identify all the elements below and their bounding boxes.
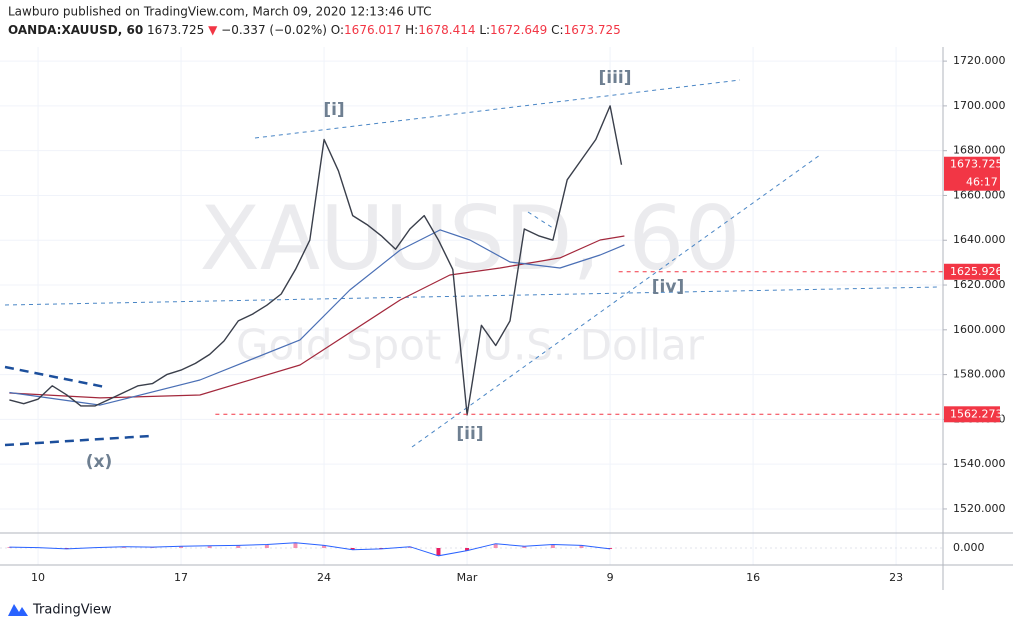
osc-bar (236, 545, 241, 548)
wave-labels: [i] [ii] [iii] [iv] (x) (86, 68, 684, 472)
y-tick-label: 1680.000 (953, 144, 1006, 157)
logo-icon (8, 604, 28, 616)
osc-bar (493, 543, 498, 548)
y-tick-label: 1700.000 (953, 99, 1006, 112)
h-value: 1678.414 (418, 23, 475, 37)
osc-tick-label: 0.000 (953, 541, 985, 554)
o-value: 1676.017 (344, 23, 401, 37)
osc-bar (579, 545, 584, 548)
c-value: 1673.725 (564, 23, 621, 37)
moving-average (9, 235, 625, 399)
logo: TradingView (8, 603, 112, 618)
l-value: 1672.649 (490, 23, 547, 37)
x-tick-label: 23 (889, 571, 903, 584)
y-tick-label: 1620.000 (953, 278, 1006, 291)
osc-bar (207, 545, 212, 548)
x-tick-label: 24 (317, 571, 331, 584)
trendline (527, 211, 557, 231)
osc-bar (293, 542, 298, 548)
osc-line (9, 542, 611, 557)
h-label: H: (405, 23, 418, 37)
level-label: 1625.926 (950, 265, 1003, 278)
last-price-badge (944, 156, 1000, 191)
osc-bar (522, 546, 527, 548)
x-channel (4, 365, 151, 447)
level-label: 1562.273 (950, 407, 1003, 420)
x-tick-label: 16 (746, 571, 760, 584)
osc-bar (550, 544, 555, 548)
last: 1673.725 (147, 23, 204, 37)
osc-bar (264, 544, 269, 548)
y-tick-label: 1720.000 (953, 54, 1006, 67)
brand: TradingView (32, 603, 112, 618)
x-tick-label: Mar (457, 571, 478, 584)
x-tick-label: 10 (31, 571, 45, 584)
publisher: Lawburo published on TradingView.com, Ma… (8, 5, 431, 19)
moving-average (9, 229, 625, 406)
trendline (411, 154, 821, 448)
osc-bar (350, 548, 355, 550)
wave-label: [i] (323, 100, 344, 120)
price-line (9, 105, 623, 416)
y-tick-label: 1520.000 (953, 502, 1006, 515)
wave-label: (x) (86, 452, 113, 472)
trendline (4, 286, 941, 306)
plot (9, 105, 943, 416)
y-tick-label: 1600.000 (953, 323, 1006, 336)
trendline (4, 365, 106, 389)
y-tick-label: 1540.000 (953, 457, 1006, 470)
osc-bar (465, 548, 470, 551)
x-tick-label: 9 (607, 571, 614, 584)
osc-bar (407, 546, 412, 548)
grid (0, 47, 943, 565)
symbol: OANDA:XAUUSD, 60 (8, 23, 143, 37)
level-badge (944, 263, 1000, 280)
wave-label: [iv] (652, 277, 684, 297)
wave-label: [iii] (598, 68, 631, 88)
x-tick-label: 17 (174, 571, 188, 584)
y-tick-label: 1640.000 (953, 233, 1006, 246)
osc-bar (179, 546, 184, 548)
wave-label: [ii] (456, 424, 483, 444)
trendline (4, 434, 151, 447)
y-tick-label: 1580.000 (953, 368, 1006, 381)
watermark-symbol: XAUUSD, 60 (200, 187, 741, 290)
c-label: C: (551, 23, 563, 37)
osc-bar (121, 546, 126, 548)
quote-line: OANDA:XAUUSD, 60 1673.725 ▼ −0.337 (−0.0… (8, 23, 621, 37)
last-price-label: 1673.725 (950, 158, 1003, 171)
o-label: O: (331, 23, 344, 37)
osc-bar (436, 548, 441, 556)
l-label: L: (479, 23, 490, 37)
change: −0.337 (−0.02%) (221, 23, 327, 37)
trendlines (4, 79, 941, 448)
y-tick-label: 1660.000 (953, 188, 1006, 201)
osc-bar (322, 545, 327, 548)
level-badge (944, 406, 1000, 423)
countdown: 46:17 (966, 176, 998, 189)
watermark-description: Gold Spot / U.S. Dollar (236, 321, 705, 370)
arrow: ▼ (208, 23, 218, 37)
trendline (254, 79, 741, 139)
